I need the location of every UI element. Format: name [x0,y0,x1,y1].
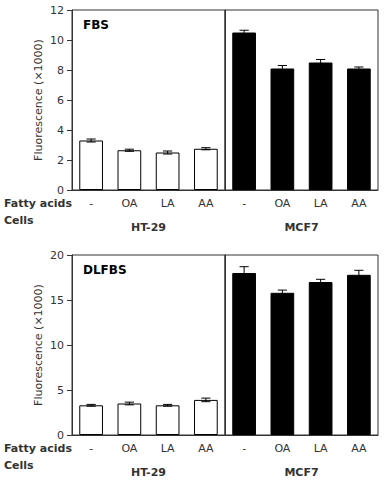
svg-text:10: 10 [50,339,64,352]
svg-text:FBS: FBS [83,18,109,32]
svg-text:LA: LA [161,197,175,210]
svg-text:HT-29: HT-29 [131,221,166,234]
svg-text:OA: OA [121,442,137,455]
svg-text:-: - [242,197,246,210]
svg-text:12: 12 [50,4,64,17]
svg-text:LA: LA [161,442,175,455]
svg-text:AA: AA [351,197,367,210]
svg-text:4: 4 [57,124,64,137]
svg-text:15: 15 [50,294,64,307]
svg-text:AA: AA [198,442,214,455]
svg-text:-: - [242,442,246,455]
svg-text:HT-29: HT-29 [131,466,166,479]
svg-text:MCF7: MCF7 [284,221,318,234]
svg-text:OA: OA [274,197,290,210]
svg-text:-: - [89,442,93,455]
svg-text:-: - [89,197,93,210]
svg-text:OA: OA [274,442,290,455]
svg-text:6: 6 [57,94,64,107]
svg-text:LA: LA [314,442,328,455]
svg-text:AA: AA [198,197,214,210]
svg-text:2: 2 [57,154,64,167]
svg-text:Fatty acids: Fatty acids [4,197,72,210]
svg-text:8: 8 [57,64,64,77]
svg-text:Cells: Cells [4,459,34,472]
svg-text:AA: AA [351,442,367,455]
svg-text:0: 0 [57,429,64,442]
svg-text:DLFBS: DLFBS [83,263,127,277]
svg-text:0: 0 [57,184,64,197]
svg-text:MCF7: MCF7 [284,466,318,479]
svg-text:Fluorescence (×1000): Fluorescence (×1000) [32,284,45,406]
svg-text:5: 5 [57,384,64,397]
svg-text:10: 10 [50,34,64,47]
svg-text:20: 20 [50,249,64,262]
svg-text:Fluorescence (×1000): Fluorescence (×1000) [32,39,45,161]
svg-text:LA: LA [314,197,328,210]
svg-text:Fatty acids: Fatty acids [4,442,72,455]
svg-text:OA: OA [121,197,137,210]
svg-text:Cells: Cells [4,214,34,227]
